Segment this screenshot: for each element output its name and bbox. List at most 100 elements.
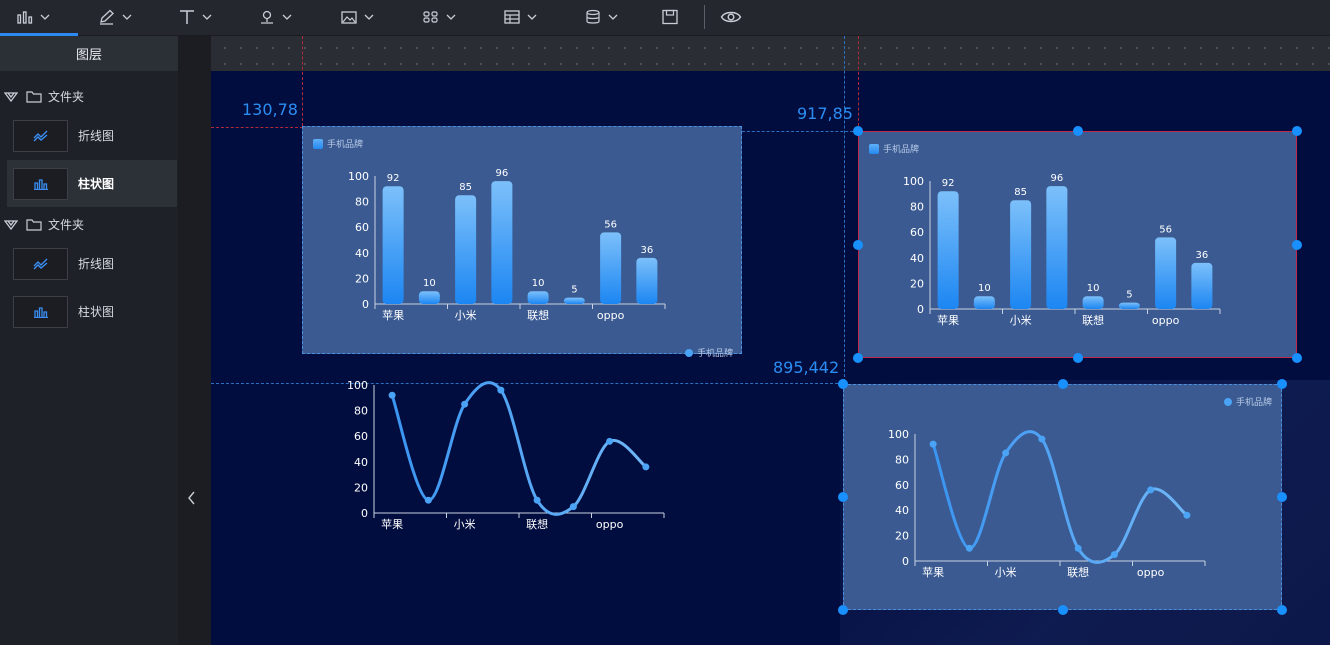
bar [1046,186,1068,309]
y-tick-label: 20 [355,272,369,285]
bar [1155,237,1177,309]
chevron-down-icon [608,14,618,20]
chevron-left-icon[interactable] [186,490,198,506]
resize-handle[interactable] [838,605,848,615]
layer-item-bar-1[interactable]: 柱状图 [7,160,177,207]
visibility-toggle-icon[interactable] [4,218,18,230]
resize-handle[interactable] [1277,605,1287,615]
chevron-down-icon [202,14,212,20]
data-point [642,463,650,471]
layer-item-line-2[interactable]: 折线图 [7,240,177,287]
bar-chart-widget-selected[interactable]: 手机品牌 0 20 40 60 80 100 苹果 小米 联想 oppo 92 10 85 96 10 5 56… [858,131,1297,358]
legend-label: 手机品牌 [883,145,920,155]
chevron-down-icon [40,14,50,20]
x-tick-label: oppo [1152,314,1180,327]
resize-handle[interactable] [1057,379,1068,389]
bar-chart: 0 20 40 60 80 100 苹果 小米 联想 oppo 92 10 85 96 10 5 56 36 [348,168,666,322]
resize-handle[interactable] [1057,605,1068,615]
layer-panel-title: 图层 [0,36,178,71]
map-tool-button[interactable] [258,0,292,34]
y-tick-label: 0 [917,303,924,316]
position-readout: 130,78 [242,100,298,119]
y-tick-label: 60 [355,221,369,234]
guide-line [211,127,303,128]
data-point [533,496,541,504]
data-point [1147,486,1155,494]
layer-item-label: 柱状图 [78,177,115,191]
x-tick-label: 联想 [1082,313,1104,327]
resize-handle[interactable] [1292,353,1302,363]
layer-item-line-1[interactable]: 折线图 [7,112,177,159]
x-tick-label: 联想 [527,308,549,322]
data-label: 56 [604,219,617,230]
data-label: 10 [423,278,436,289]
guide-line [302,36,303,126]
resize-handle[interactable] [1072,353,1083,363]
chart-legend: 手机品牌 [313,137,363,150]
data-point [1002,449,1010,457]
line-chart-widget-selected[interactable]: 手机品牌 0 20 40 60 80 100 苹果 小米 联想 oppo [843,384,1282,610]
data-label: 85 [1014,187,1027,198]
chevron-down-icon [282,14,292,20]
resize-handle[interactable] [1277,379,1287,389]
table-tool-button[interactable] [503,0,537,34]
y-tick-label: 80 [895,453,909,466]
bar [1082,296,1104,309]
bar-chart-widget[interactable]: 手机品牌 手机品牌 0 20 40 60 80 100 苹果 小米 联想 oppo 92 10 85 96… [302,126,742,359]
layer-item-bar-2[interactable]: 柱状图 [7,288,177,335]
y-tick-label: 100 [903,175,924,188]
chart-tool-button[interactable] [16,0,50,34]
component-tool-button[interactable] [422,0,456,34]
data-point [424,496,432,504]
resize-handle[interactable] [838,492,848,502]
bar [1191,262,1213,309]
pen-tool-button[interactable] [98,0,132,34]
layer-thumbnail [13,167,68,200]
resize-handle[interactable] [838,379,848,389]
bar [563,297,585,304]
resize-handle[interactable] [853,126,863,136]
folder-icon [26,218,42,231]
data-point [606,437,614,445]
legend-label: 手机品牌 [327,140,364,150]
y-tick-label: 20 [910,277,924,290]
data-label: 96 [496,168,509,179]
folder-label: 文件夹 [48,217,85,232]
data-tool-button[interactable] [584,0,618,34]
resize-handle[interactable] [1072,126,1083,136]
bar-chart-icon [17,11,33,24]
text-icon [180,10,194,24]
chevron-down-icon [527,14,537,20]
preview-tool-button[interactable] [720,0,742,34]
layer-thumbnail [13,295,68,328]
data-label: 10 [978,283,991,294]
data-point [1074,544,1082,552]
chevron-down-icon [446,14,456,20]
resize-handle[interactable] [853,353,863,363]
folder-1[interactable]: 文件夹 [0,84,178,108]
layer-thumbnail [13,247,68,280]
layer-thumbnail [13,119,68,152]
chart-legend: 手机品牌 [1224,395,1272,408]
y-tick-label: 100 [347,379,368,392]
resize-handle[interactable] [1292,239,1302,250]
save-tool-button[interactable] [661,0,679,34]
resize-handle[interactable] [853,239,863,250]
layer-item-label: 折线图 [78,129,115,143]
legend-label: 手机品牌 [1236,398,1273,408]
folder-2[interactable]: 文件夹 [0,212,178,236]
visibility-toggle-icon[interactable] [4,90,18,102]
resize-handle[interactable] [1277,492,1287,502]
table-icon [504,10,520,24]
image-tool-button[interactable] [340,0,374,34]
guide-line [844,36,845,382]
eye-icon [720,11,742,23]
x-tick-label: 联想 [526,517,548,531]
layer-item-label: 柱状图 [78,305,115,319]
text-tool-button[interactable] [178,0,212,34]
resize-handle[interactable] [1292,126,1302,136]
y-tick-label: 100 [888,428,909,441]
active-tool-indicator [0,33,78,36]
legend-swatch [685,348,693,357]
line-chart-widget[interactable]: 0 20 40 60 80 100 苹果 小米 联想 oppo [302,372,742,542]
